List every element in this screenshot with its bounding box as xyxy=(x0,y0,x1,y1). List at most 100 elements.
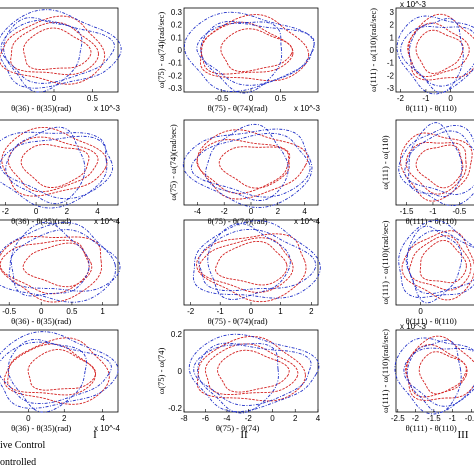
x-tick-label-I-4-1: 2 xyxy=(62,414,67,423)
x-tick-label-I-3-2: 0.5 xyxy=(66,307,78,316)
trajectory-controlled-III-1-2 xyxy=(415,29,464,74)
trajectory-controlled-II-2-0 xyxy=(196,129,309,200)
trajectory-controlled-I-2-1 xyxy=(7,136,99,193)
y-tick-label-II-1-4: -0.1 xyxy=(168,59,182,68)
trajectory-controlled-I-3-2 xyxy=(22,242,93,288)
x-axis-label-II-3: θ(75) - θ(74)(rad) xyxy=(208,316,268,326)
trajectory-uncontrolled-II-2-5 xyxy=(205,123,289,201)
x-tick-label-II-4-4: 0 xyxy=(270,414,275,423)
trajectory-uncontrolled-III-2-3 xyxy=(398,124,474,206)
y-axis-label-III-4: ω(111) - ω(110)(rad/sec) xyxy=(380,329,390,413)
y-tick-label-II-1-3: 0 xyxy=(178,46,183,55)
trajectory-controlled-I-1-2 xyxy=(23,27,92,71)
y-tick-label-II-1-1: 0.2 xyxy=(171,21,183,30)
y-tick-label-III-1-4: -1 xyxy=(387,59,395,68)
x-tick-label-III-4-0: -2.5 xyxy=(391,414,405,423)
trajectory-controlled-I-4-1 xyxy=(7,343,96,396)
x-exponent-I-2: x 10^-4 xyxy=(94,217,121,226)
trajectory-uncontrolled-III-2-4 xyxy=(404,130,474,195)
trajectory-controlled-III-4-1 xyxy=(405,344,468,398)
trajectory-uncontrolled-I-3-3 xyxy=(0,221,117,303)
legend-entry-uncontrolled: ontrolled xyxy=(0,457,36,468)
trajectory-controlled-I-2-0 xyxy=(1,126,108,197)
trajectory-uncontrolled-I-4-5 xyxy=(7,338,87,413)
x-tick-label-I-2-2: 2 xyxy=(65,207,70,216)
x-axis-label-II-2: θ(75) - θ(74)(rad) xyxy=(208,216,268,226)
x-tick-label-I-3-0: -0.5 xyxy=(2,307,16,316)
x-axis-label-III-1: θ(111) - θ(110) xyxy=(406,103,457,113)
trajectory-controlled-I-1-0 xyxy=(0,15,106,85)
x-tick-label-III-2-2: -0.5 xyxy=(452,207,466,216)
trajectory-uncontrolled-I-4-3 xyxy=(0,331,119,409)
x-tick-label-I-4-0: 0 xyxy=(26,414,31,423)
trajectory-controlled-I-3-0 xyxy=(0,236,103,303)
x-axis-label-I-2: θ(36) - θ(35)(rad) xyxy=(11,216,71,226)
trajectory-controlled-II-2-1 xyxy=(196,139,291,194)
x-tick-label-III-2-0: -1.5 xyxy=(400,207,414,216)
x-tick-label-II-4-3: -2 xyxy=(245,414,253,423)
trajectory-uncontrolled-I-4-4 xyxy=(0,341,112,405)
y-tick-label-II-1-5: -0.2 xyxy=(168,71,182,80)
trajectory-controlled-III-3-1 xyxy=(408,235,472,291)
trajectory-controlled-III-3-0 xyxy=(401,230,474,301)
trajectory-uncontrolled-II-3-3 xyxy=(192,220,321,299)
trajectory-controlled-I-4-2 xyxy=(27,349,97,391)
column-caption-0: I xyxy=(93,429,97,441)
panel-frame-I-3 xyxy=(0,219,119,306)
trajectory-uncontrolled-I-3-4 xyxy=(8,229,121,292)
panel-frame-III-3 xyxy=(395,219,474,306)
y-tick-label-II-4-0: 0.2 xyxy=(171,330,183,339)
trajectory-uncontrolled-I-1-5 xyxy=(3,17,83,93)
x-tick-label-I-4-2: 4 xyxy=(100,414,105,423)
y-tick-label-III-1-5: -2 xyxy=(387,71,395,80)
x-tick-label-III-1-2: 0 xyxy=(448,94,453,103)
trajectory-uncontrolled-III-1-5 xyxy=(408,18,464,94)
x-tick-label-II-3-0: -2 xyxy=(187,307,195,316)
y-axis-label-III-2: ω(111) - ω(110) xyxy=(380,135,390,189)
x-tick-label-II-2-4: 4 xyxy=(302,207,307,216)
legend-entry-active-control: ive Control xyxy=(0,440,45,451)
x-tick-label-II-4-0: -8 xyxy=(180,414,188,423)
x-tick-label-III-4-2: -1.5 xyxy=(427,414,441,423)
trajectory-controlled-II-3-1 xyxy=(198,237,294,293)
x-axis-label-I-1: θ(36) - θ(35)(rad) xyxy=(11,103,71,113)
x-tick-label-II-3-1: -1 xyxy=(217,307,225,316)
trajectory-controlled-III-4-0 xyxy=(406,335,474,401)
trajectory-uncontrolled-I-1-3 xyxy=(0,9,122,89)
x-axis-label-II-4: θ(75) - θ(74) xyxy=(216,423,260,433)
y-tick-label-II-1-6: -0.3 xyxy=(168,84,182,93)
panel-frame-II-3 xyxy=(183,219,319,306)
x-tick-label-II-3-3: 1 xyxy=(278,307,283,316)
y-tick-label-III-1-6: -3 xyxy=(387,84,395,93)
x-tick-label-III-1-0: -2 xyxy=(397,94,405,103)
x-tick-label-II-4-6: 4 xyxy=(316,414,321,423)
trajectory-uncontrolled-I-2-4 xyxy=(0,135,114,200)
x-tick-label-I-2-3: 4 xyxy=(95,207,100,216)
trajectory-uncontrolled-II-3-5 xyxy=(207,223,291,300)
panel-frame-I-2 xyxy=(0,119,119,206)
x-tick-label-II-4-1: -6 xyxy=(202,414,210,423)
x-tick-label-II-4-5: 2 xyxy=(293,414,298,423)
x-tick-label-III-3-0: 0 xyxy=(418,307,423,316)
x-tick-label-II-2-3: 2 xyxy=(276,207,281,216)
x-axis-label-I-4: θ(36) - θ(35)(rad) xyxy=(11,423,71,433)
legend-label-active: ive Control xyxy=(0,440,46,451)
x-tick-label-I-3-3: 1 xyxy=(100,307,105,316)
x-exponent-II-1: x 10^-3 xyxy=(294,104,321,113)
trajectory-controlled-III-2-1 xyxy=(405,141,467,195)
panel-frame-I-4 xyxy=(0,329,119,413)
trajectory-uncontrolled-II-2-4 xyxy=(190,132,311,198)
y-axis-label-III-3: ω(111) - ω(110)(rad/sec) xyxy=(380,220,390,304)
y-tick-label-III-1-1: 2 xyxy=(390,21,395,30)
trajectory-uncontrolled-I-2-5 xyxy=(5,126,86,205)
trajectory-uncontrolled-II-3-4 xyxy=(198,228,317,292)
y-tick-label-II-4-2: -0.2 xyxy=(168,404,182,413)
panel-frame-I-1 xyxy=(0,7,119,93)
panel-frame-II-1 xyxy=(183,7,319,93)
trajectory-uncontrolled-II-4-5 xyxy=(197,342,279,414)
trajectory-uncontrolled-I-3-5 xyxy=(10,221,90,297)
panel-frame-III-2 xyxy=(395,119,474,206)
x-exponent-I-4: x 10^-4 xyxy=(94,424,121,433)
y-axis-label-II-2: ω(75) - ω(74)(rad/sec) xyxy=(168,124,178,200)
trajectory-uncontrolled-II-4-4 xyxy=(193,344,312,406)
